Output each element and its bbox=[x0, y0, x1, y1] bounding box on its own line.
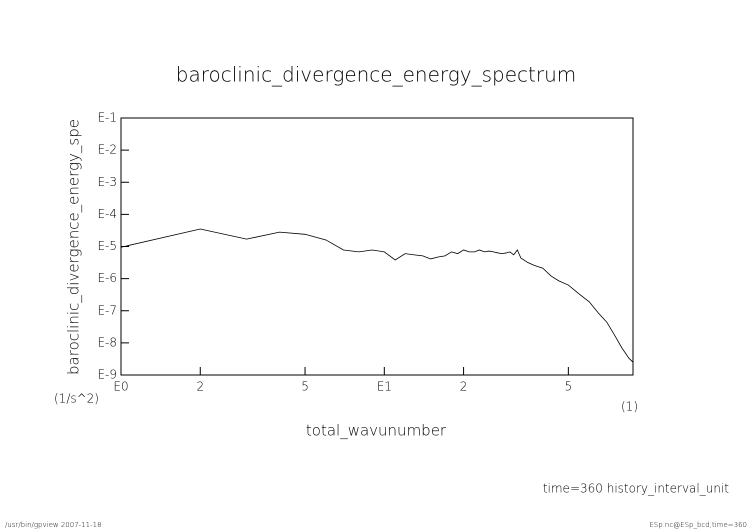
y-tick-label: E-6 bbox=[97, 271, 117, 285]
x-tick-label: E1 bbox=[377, 380, 392, 394]
y-tick-label: E-3 bbox=[97, 175, 117, 189]
y-unit: (1/s^2) bbox=[54, 392, 99, 406]
y-tick-label: E-1 bbox=[97, 111, 117, 125]
y-tick-label: E-5 bbox=[97, 239, 117, 253]
footer-right: ESp.nc@ESp_bcd,time=360 bbox=[649, 521, 747, 529]
y-tick-label: E-8 bbox=[97, 335, 117, 349]
footer-left: /usr/bin/gpview 2007-11-18 bbox=[5, 521, 102, 529]
x-tick-label: 5 bbox=[565, 380, 573, 394]
x-tick-label: E0 bbox=[113, 380, 128, 394]
x-tick-label: 2 bbox=[196, 380, 204, 394]
plot-frame bbox=[120, 117, 634, 376]
y-tick-label: E-9 bbox=[97, 368, 117, 382]
x-tick-label: 2 bbox=[460, 380, 468, 394]
x-unit: (1) bbox=[621, 400, 638, 414]
y-tick-label: E-2 bbox=[97, 143, 117, 157]
annotation: time=360 history_interval_unit bbox=[543, 482, 729, 496]
x-axis-label: total_wavunumber bbox=[306, 422, 447, 440]
chart-title: baroclinic_divergence_energy_spectrum bbox=[176, 63, 577, 87]
y-tick-label: E-4 bbox=[97, 207, 117, 221]
y-tick-label: E-7 bbox=[97, 303, 117, 317]
x-tick-label: 5 bbox=[301, 380, 309, 394]
data-line bbox=[120, 228, 634, 363]
y-axis-label: baroclinic_divergence_energy_spe bbox=[65, 119, 83, 375]
